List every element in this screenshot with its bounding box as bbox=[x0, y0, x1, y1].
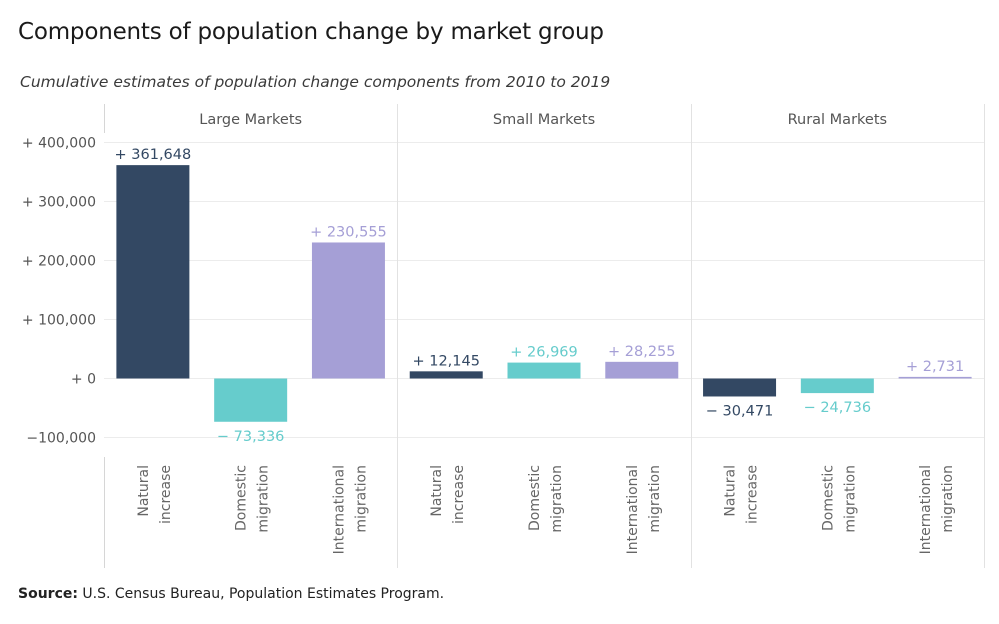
category-label-line: migration bbox=[842, 465, 858, 533]
category-label: Natural increase bbox=[429, 465, 467, 524]
category-label: Natural increase bbox=[723, 465, 761, 524]
category-label: Domestic migration bbox=[820, 465, 858, 533]
category-label-line: International bbox=[331, 465, 347, 554]
category-label-line: migration bbox=[353, 465, 369, 533]
category-label-line: Natural bbox=[136, 465, 152, 517]
panel-header: Rural Markets bbox=[788, 112, 888, 128]
source-label: Source: bbox=[18, 586, 78, 602]
bar bbox=[898, 376, 972, 379]
y-tick-label: −100,000 bbox=[26, 431, 96, 447]
bar bbox=[214, 378, 288, 422]
bar bbox=[116, 165, 190, 379]
category-label: Domestic migration bbox=[234, 465, 272, 533]
y-tick-label: + 0 bbox=[71, 372, 96, 388]
category-label-line: migration bbox=[256, 465, 272, 533]
category-label: International migration bbox=[331, 465, 369, 554]
bar bbox=[507, 362, 581, 379]
category-label: International migration bbox=[625, 465, 663, 554]
category-label-line: migration bbox=[647, 465, 663, 533]
category-label-line: Domestic bbox=[527, 465, 543, 531]
panel-header: Small Markets bbox=[493, 112, 595, 128]
chart-subtitle: Cumulative estimates of population chang… bbox=[20, 73, 611, 91]
bar bbox=[800, 378, 874, 394]
category-label-line: International bbox=[918, 465, 934, 554]
bar bbox=[605, 361, 679, 379]
data-label: + 26,969 bbox=[510, 345, 578, 361]
chart-title: Components of population change by marke… bbox=[18, 19, 604, 45]
category-label-line: migration bbox=[549, 465, 565, 533]
source-note: Source: U.S. Census Bureau, Population E… bbox=[18, 586, 444, 602]
bar bbox=[703, 378, 777, 397]
category-label-line: increase bbox=[158, 465, 174, 524]
y-tick-label: + 100,000 bbox=[22, 313, 96, 329]
y-tick-label: + 400,000 bbox=[22, 136, 96, 152]
category-label-line: Natural bbox=[429, 465, 445, 517]
category-label: Domestic migration bbox=[527, 465, 565, 533]
category-label-line: increase bbox=[745, 465, 761, 524]
category-label-line: Domestic bbox=[820, 465, 836, 531]
data-label: − 73,336 bbox=[217, 429, 285, 445]
data-label: − 30,471 bbox=[706, 403, 774, 419]
y-tick-label: + 200,000 bbox=[22, 254, 96, 270]
data-label: + 2,731 bbox=[906, 359, 964, 375]
category-label: Natural increase bbox=[136, 465, 174, 524]
category-label-line: Natural bbox=[723, 465, 739, 517]
data-label: + 230,555 bbox=[310, 224, 387, 240]
category-label-line: increase bbox=[451, 465, 467, 524]
data-label: − 24,736 bbox=[804, 400, 872, 416]
data-label: + 28,255 bbox=[608, 344, 676, 360]
category-label-line: Domestic bbox=[234, 465, 250, 531]
category-label-line: International bbox=[625, 465, 641, 554]
source-text: U.S. Census Bureau, Population Estimates… bbox=[82, 586, 445, 602]
data-label: + 361,648 bbox=[115, 147, 192, 163]
data-label: + 12,145 bbox=[412, 353, 480, 369]
category-label-line: migration bbox=[940, 465, 956, 533]
category-label: International migration bbox=[918, 465, 956, 554]
panel-header: Large Markets bbox=[199, 112, 302, 128]
bar bbox=[311, 242, 385, 379]
y-tick-label: + 300,000 bbox=[22, 195, 96, 211]
bar bbox=[409, 371, 483, 379]
